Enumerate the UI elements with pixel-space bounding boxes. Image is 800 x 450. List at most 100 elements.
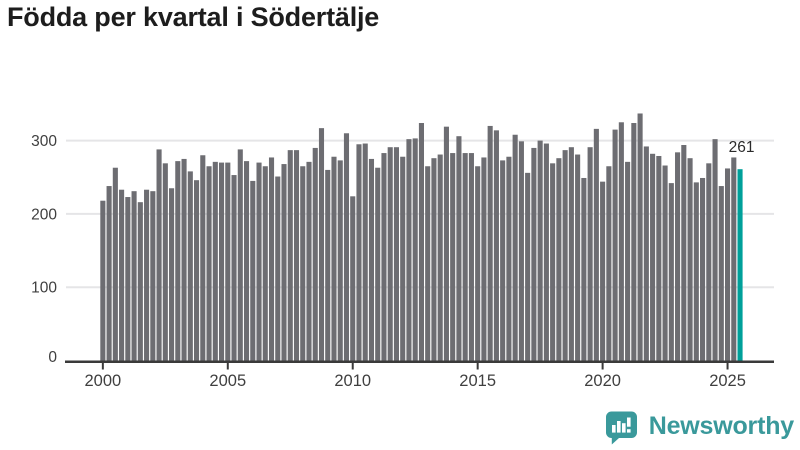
bar-2013-q2 <box>431 158 437 362</box>
bar-2022-q4 <box>668 183 674 362</box>
x-tick-label-2015: 2015 <box>459 372 496 390</box>
bar-2010-q2 <box>356 144 362 362</box>
bar-2006-q2 <box>256 162 262 362</box>
bar-2023-q4 <box>693 182 699 362</box>
x-tick-label-2010: 2010 <box>334 372 371 390</box>
bar-2002-q2 <box>156 149 162 362</box>
bar-2007-q4 <box>293 150 300 362</box>
bar-2025-q2 <box>731 157 737 362</box>
bar-2014-q3 <box>462 153 468 362</box>
bar-2007-q3 <box>287 150 293 362</box>
bar-2000-q4 <box>119 189 125 362</box>
bar-2023-q2 <box>681 145 687 362</box>
bar-2013-q1 <box>425 166 431 362</box>
bar-2008-q1 <box>300 166 306 362</box>
bar-2007-q2 <box>281 164 287 362</box>
y-tick-label-100: 100 <box>31 280 57 297</box>
bar-2006-q1 <box>250 180 256 362</box>
bar-2011-q1 <box>375 167 381 362</box>
bar-2005-q4 <box>243 161 250 362</box>
bar-2019-q2 <box>581 177 587 362</box>
x-tick-label-2020: 2020 <box>584 372 621 390</box>
bar-2018-q4 <box>568 147 574 362</box>
logo-exclamation-bar <box>626 417 631 427</box>
bar-2022-q3 <box>662 165 668 362</box>
bar-2003-q4 <box>194 180 200 362</box>
bar-2016-q4 <box>518 141 524 362</box>
bar-2005-q2 <box>231 175 237 362</box>
bar-2021-q4 <box>643 146 649 362</box>
bar-2008-q2 <box>306 161 312 362</box>
bar-2024-q2 <box>706 163 712 362</box>
bar-2017-q3 <box>537 140 543 362</box>
bar-2020-q1 <box>600 181 606 362</box>
bar-2008-q3 <box>312 147 318 362</box>
bar-2022-q2 <box>656 155 662 362</box>
bar-2012-q4 <box>418 123 424 362</box>
x-tick-label-2025: 2025 <box>709 372 746 390</box>
bar-2009-q2 <box>331 156 337 362</box>
bar-2021-q2 <box>631 123 637 362</box>
bar-2018-q1 <box>550 163 556 362</box>
bar-2015-q1 <box>475 166 481 362</box>
bar-2022-q1 <box>650 153 656 362</box>
bar-2006-q3 <box>262 166 268 362</box>
bar-2023-q3 <box>687 158 693 362</box>
bar-2007-q1 <box>275 176 281 362</box>
bar-2003-q2 <box>181 158 187 362</box>
bar-2023-q1 <box>675 152 681 362</box>
bar-2012-q2 <box>406 139 412 362</box>
highlighted-bar-2025-q3 <box>737 169 743 362</box>
bar-2017-q2 <box>531 147 537 362</box>
bar-2001-q3 <box>137 202 143 362</box>
x-tick-label-2000: 2000 <box>84 372 121 390</box>
bar-2010-q4 <box>368 158 375 362</box>
bar-2004-q1 <box>200 155 206 362</box>
bar-2005-q1 <box>225 162 231 362</box>
bar-2020-q4 <box>618 122 624 362</box>
last-value-annotation: 261 <box>729 139 755 156</box>
bar-2017-q1 <box>525 172 531 362</box>
bar-2011-q2 <box>381 153 387 362</box>
bar-2018-q2 <box>556 158 562 362</box>
bar-2021-q3 <box>637 113 643 362</box>
bar-2004-q3 <box>212 161 218 362</box>
bar-2015-q2 <box>481 157 487 362</box>
bar-2001-q1 <box>125 197 131 362</box>
bar-2025-q1 <box>725 168 731 362</box>
bar-2003-q3 <box>187 171 193 362</box>
bar-2021-q1 <box>625 161 631 362</box>
bar-2000-q2 <box>106 186 112 362</box>
bar-2014-q2 <box>456 136 462 362</box>
newsworthy-logo[interactable]: Newsworthy <box>603 408 794 445</box>
logo-bar-1 <box>611 425 616 433</box>
y-tick-label-300: 300 <box>31 133 57 150</box>
bar-2016-q1 <box>500 160 506 362</box>
brand-name[interactable]: Newsworthy <box>648 412 794 440</box>
bar-2017-q4 <box>543 143 549 362</box>
bar-2014-q4 <box>468 153 474 362</box>
bar-2008-q4 <box>318 128 325 362</box>
bar-2024-q1 <box>700 177 706 362</box>
bar-2012-q3 <box>412 138 418 362</box>
bar-2020-q2 <box>606 166 612 362</box>
bar-2002-q3 <box>162 163 168 362</box>
bar-2004-q2 <box>206 166 212 362</box>
bar-2009-q1 <box>325 169 331 362</box>
bar-2009-q3 <box>337 160 343 362</box>
bar-2024-q4 <box>718 186 724 362</box>
bar-2013-q3 <box>437 154 443 362</box>
y-tick-label-0: 0 <box>48 349 57 366</box>
bar-2002-q1 <box>150 191 156 362</box>
y-tick-label-200: 200 <box>31 206 57 223</box>
bar-2011-q4 <box>393 147 400 362</box>
bar-2015-q3 <box>487 125 493 362</box>
bar-2010-q3 <box>362 143 368 362</box>
bar-2018-q3 <box>562 150 568 362</box>
chart-title: Födda per kvartal i Södertälje <box>7 2 380 32</box>
bar-2019-q1 <box>575 154 581 362</box>
newsworthy-logo-icon[interactable] <box>603 408 640 445</box>
bar-2010-q1 <box>350 196 356 362</box>
bar-2004-q4 <box>218 162 225 362</box>
